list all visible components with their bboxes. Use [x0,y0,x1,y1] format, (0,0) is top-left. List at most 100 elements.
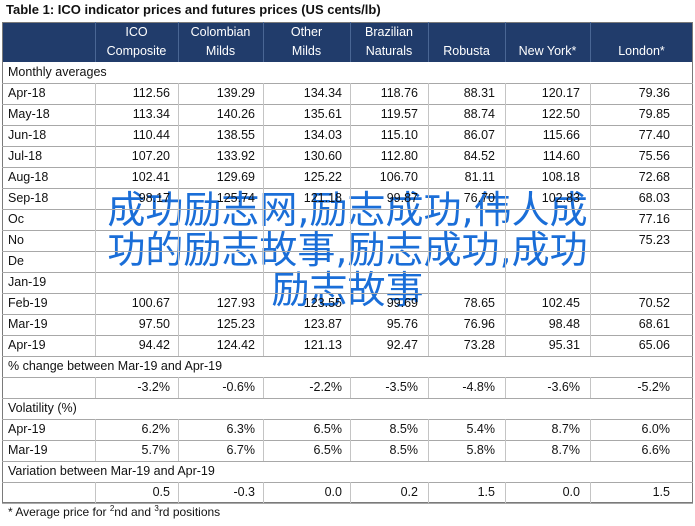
table-cell: 134.34 [303,86,342,100]
column-divider [350,209,351,230]
table-cell: 88.74 [463,107,495,121]
column-divider [178,335,179,356]
table-cell: 8.7% [551,422,581,436]
table-cell: 6.3% [226,422,256,436]
table-cell: 125.23 [216,317,255,331]
column-divider [428,440,429,461]
row-rule [2,209,693,210]
column-divider [95,419,96,440]
column-divider [178,482,179,503]
section-title: Monthly averages [8,65,107,79]
table-cell: 108.18 [541,170,580,184]
column-divider [590,419,591,440]
column-divider [428,377,429,398]
column-divider [590,146,591,167]
column-divider [350,167,351,188]
table-cell: 72.68 [638,170,670,184]
column-divider [590,167,591,188]
table-cell: 68.03 [638,191,670,205]
column-divider [590,377,591,398]
column-divider [95,440,96,461]
column-divider [178,314,179,335]
table-cell: 122.50 [541,107,580,121]
table-cell: 88.31 [463,86,495,100]
column-divider [263,167,264,188]
row-rule [2,419,693,420]
column-divider [350,314,351,335]
column-divider [178,272,179,293]
table-cell: 5.4% [466,422,496,436]
column-divider [350,293,351,314]
column-header-line: Composite [106,44,167,58]
row-label: Oc [8,212,24,226]
column-divider [350,83,351,104]
column-divider [505,335,506,356]
row-rule [2,398,693,399]
column-divider [428,83,429,104]
column-divider [263,125,264,146]
table-cell: 81.11 [464,170,495,184]
table-cell: 79.36 [638,86,670,100]
column-divider [178,440,179,461]
column-divider [505,22,506,62]
row-rule [2,293,693,294]
column-divider [590,104,591,125]
table-cell: 95.31 [548,338,580,352]
column-header: London* [590,22,693,62]
row-label: Mar-19 [8,317,48,331]
table-cell: 140.26 [216,107,255,121]
column-divider [505,146,506,167]
footnote-text: 3 [154,504,159,513]
table-cell: -0.6% [222,380,255,394]
column-divider [428,22,429,62]
row-rule [2,440,693,441]
column-divider [505,125,506,146]
table-cell: 1.5 [477,485,495,499]
table-cell: 125.22 [303,170,342,184]
table-cell: 0.0 [324,485,342,499]
column-header: Other Milds [263,22,350,62]
footnote-text: positions [169,505,221,519]
table-cell: 70.52 [638,296,670,310]
column-divider [505,482,506,503]
table-cell: 135.61 [303,107,342,121]
column-divider [505,104,506,125]
column-divider [505,293,506,314]
table-cell: 68.61 [638,317,670,331]
column-divider [263,209,264,230]
table-cell: 5.8% [466,443,496,457]
table-cell: 134.03 [303,128,342,142]
table-cell: 121.13 [303,338,342,352]
column-header: ICO Composite [95,22,178,62]
column-divider [505,419,506,440]
column-divider [350,335,351,356]
column-divider [590,314,591,335]
footnote-text: and [127,505,155,519]
column-divider [263,188,264,209]
table-cell: 8.5% [389,422,419,436]
column-header: New York* [505,22,590,62]
column-header-line: Milds [291,44,322,58]
column-divider [95,83,96,104]
column-divider [428,314,429,335]
column-divider [95,209,96,230]
row-rule [2,104,693,105]
footnote-text: rd [158,505,170,519]
column-divider [428,167,429,188]
table-cell: 99.69 [386,296,418,310]
column-divider [590,209,591,230]
column-divider [263,293,264,314]
table-cell: 110.44 [132,128,170,142]
column-divider [95,230,96,251]
column-divider [350,104,351,125]
header-band [2,22,693,62]
table-cell: 123.87 [303,317,342,331]
column-divider [350,230,351,251]
column-header-line: Naturals [365,44,413,58]
column-divider [428,251,429,272]
column-divider [505,167,506,188]
table-cell: 98.48 [548,317,580,331]
column-divider [178,230,179,251]
column-divider [95,272,96,293]
table-cell: -0.3 [233,485,255,499]
